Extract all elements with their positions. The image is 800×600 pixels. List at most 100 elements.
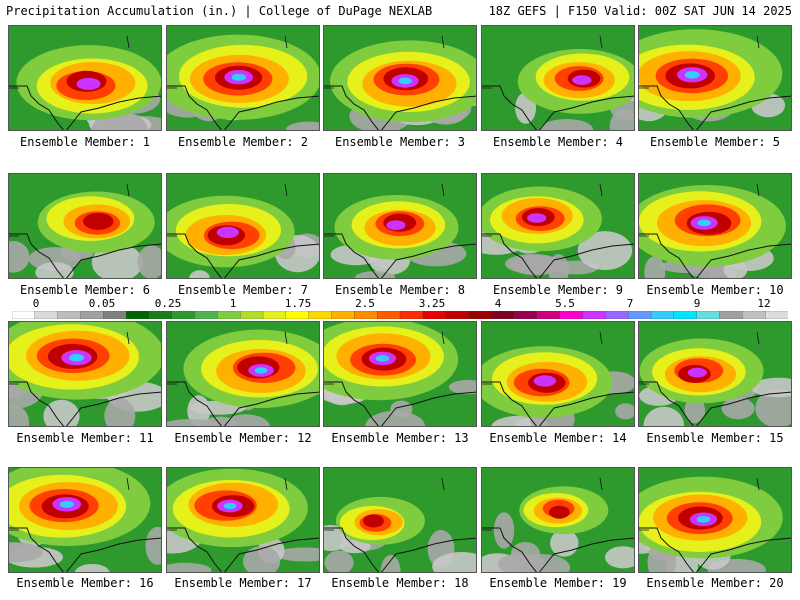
colorbar-tick-label: 7 [626, 297, 634, 310]
model-run-info: 18Z GEFS | F150 Valid: 00Z SAT JUN 14 20… [488, 4, 792, 18]
colorbar-swatch [628, 311, 652, 319]
ensemble-panel [481, 173, 635, 279]
precip-map [9, 174, 161, 278]
colorbar-tick-label: 1.75 [284, 297, 312, 310]
ensemble-panel [8, 173, 162, 279]
colorbar-tick-label: 0 [32, 297, 40, 310]
ensemble-panel [8, 467, 162, 573]
colorbar-swatch [103, 311, 127, 319]
colorbar-swatch [559, 311, 584, 319]
panel-caption: Ensemble Member: 20 [646, 576, 784, 590]
colorbar-tick-label: 9 [693, 297, 701, 310]
colorbar-tick-label: 1 [229, 297, 237, 310]
colorbar-swatch [377, 311, 401, 319]
ensemble-panel [323, 321, 477, 427]
colorbar-swatch [491, 311, 515, 319]
colorbar-swatch [125, 311, 150, 319]
ensemble-panel [323, 173, 477, 279]
colorbar-swatch [536, 311, 561, 319]
ensemble-panel [481, 321, 635, 427]
panel-caption: Ensemble Member: 11 [16, 431, 154, 445]
colorbar-tick-label: 2.5 [355, 297, 375, 310]
ensemble-panel [166, 467, 320, 573]
panel-caption: Ensemble Member: 6 [19, 283, 151, 297]
panel-caption: Ensemble Member: 16 [16, 576, 154, 590]
precip-map [324, 468, 476, 572]
precip-map [482, 468, 634, 572]
ensemble-panel [638, 25, 792, 131]
colorbar-swatch [582, 311, 607, 319]
colorbar-swatch [468, 311, 492, 319]
colorbar-tick-label: 3.25 [418, 297, 446, 310]
panel-caption: Ensemble Member: 8 [334, 283, 466, 297]
panel-caption: Ensemble Member: 12 [174, 431, 312, 445]
precip-map [324, 174, 476, 278]
colorbar-swatch [765, 311, 788, 319]
ensemble-panel [323, 25, 477, 131]
precip-map [639, 322, 791, 426]
ensemble-panel [166, 173, 320, 279]
colorbar-swatch [285, 311, 310, 319]
colorbar-swatch [331, 311, 355, 319]
colorbar [12, 311, 788, 319]
colorbar-swatch [673, 311, 698, 319]
precip-map [639, 26, 791, 130]
ensemble-panel [638, 321, 792, 427]
panel-caption: Ensemble Member: 15 [646, 431, 784, 445]
panel-caption: Ensemble Member: 14 [489, 431, 627, 445]
panel-caption: Ensemble Member: 4 [492, 135, 624, 149]
colorbar-swatch [12, 311, 36, 319]
panel-caption: Ensemble Member: 17 [174, 576, 312, 590]
precip-map [482, 26, 634, 130]
colorbar-tick-label: 0.25 [154, 297, 182, 310]
ensemble-panel [638, 467, 792, 573]
panel-caption: Ensemble Member: 19 [489, 576, 627, 590]
colorbar-swatch [399, 311, 424, 319]
colorbar-swatch [57, 311, 82, 319]
colorbar-swatch [354, 311, 378, 319]
panel-caption: Ensemble Member: 13 [331, 431, 469, 445]
colorbar-swatch [171, 311, 196, 319]
panel-caption: Ensemble Member: 10 [646, 283, 784, 297]
colorbar-swatch [513, 311, 538, 319]
precip-map [167, 26, 319, 130]
colorbar-swatch [262, 311, 287, 319]
colorbar-swatch [719, 311, 744, 319]
colorbar-tick-label: 12 [757, 297, 771, 310]
colorbar-tick-label: 5.5 [555, 297, 575, 310]
colorbar-swatch [217, 311, 241, 319]
colorbar-swatch [80, 311, 104, 319]
ensemble-panel [323, 467, 477, 573]
precip-map [9, 468, 161, 572]
panel-caption: Ensemble Member: 3 [334, 135, 466, 149]
panel-caption: Ensemble Member: 9 [492, 283, 624, 297]
panel-caption: Ensemble Member: 18 [331, 576, 469, 590]
colorbar-swatch [696, 311, 721, 319]
colorbar-swatch [34, 311, 59, 319]
colorbar-swatch [650, 311, 675, 319]
precip-map [9, 26, 161, 130]
panel-caption: Ensemble Member: 5 [649, 135, 781, 149]
panel-caption: Ensemble Member: 7 [177, 283, 309, 297]
precip-map [167, 468, 319, 572]
panel-caption: Ensemble Member: 2 [177, 135, 309, 149]
page-title: Precipitation Accumulation (in.) | Colle… [6, 4, 433, 18]
precip-map [324, 322, 476, 426]
ensemble-panel [8, 25, 162, 131]
precip-map [639, 468, 791, 572]
ensemble-panel [638, 173, 792, 279]
precip-map [167, 322, 319, 426]
ensemble-panel [166, 321, 320, 427]
colorbar-swatch [308, 311, 333, 319]
precip-map [639, 174, 791, 278]
colorbar-swatch [445, 311, 470, 319]
colorbar-swatch [742, 311, 766, 319]
ensemble-panel [166, 25, 320, 131]
precip-map [324, 26, 476, 130]
panel-caption: Ensemble Member: 1 [19, 135, 151, 149]
colorbar-swatch [422, 311, 447, 319]
colorbar-tick-label: 0.05 [88, 297, 116, 310]
precip-map [482, 322, 634, 426]
precip-map [9, 322, 161, 426]
ensemble-panel [481, 25, 635, 131]
